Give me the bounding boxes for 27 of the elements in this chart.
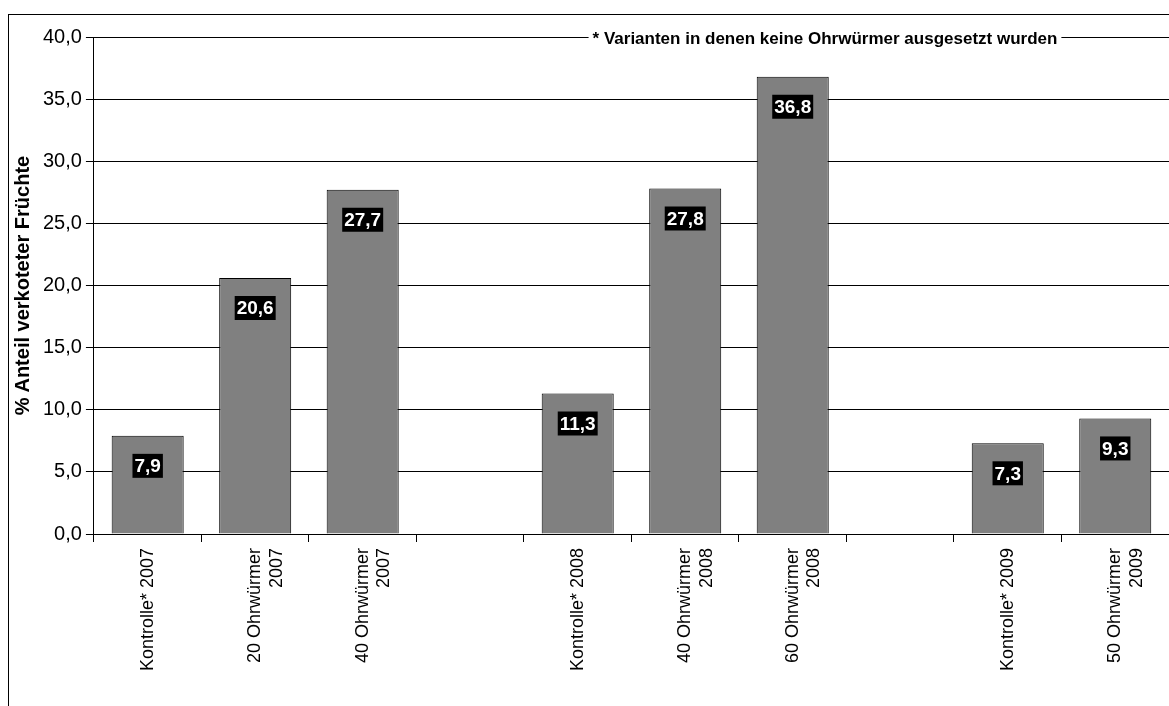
y-axis-title: % Anteil verkoteter Früchte [10, 155, 33, 416]
y-tick-label: 15,0 [42, 335, 82, 358]
x-tick-label: 40 Ohrwürmer 2007 [351, 547, 394, 664]
x-tick-label: Kontrolle* 2008 [566, 548, 587, 672]
y-tick-label: 20,0 [42, 273, 82, 296]
x-tick-label: 50 Ohrwürmer 2009 [1104, 547, 1146, 664]
x-tick-label: 40 Ohrwürmer 2008 [674, 547, 716, 664]
data-label: 11,3 [559, 412, 596, 434]
annotation: * Varianten in denen keine Ohrwürmer ausgesetzt wurden [592, 28, 1058, 48]
data-label: 27,7 [344, 209, 382, 231]
x-tick-label: 20 Ohrwürmer 2007 [244, 547, 286, 664]
y-tick-label: 5,0 [54, 459, 82, 482]
data-label: 9,3 [1102, 437, 1129, 459]
data-label: 20,6 [236, 297, 274, 319]
y-tick-label: 0,0 [54, 521, 82, 544]
x-tick-label: Kontrolle* 2007 [136, 548, 157, 672]
data-label: 7,3 [994, 462, 1021, 484]
y-tick-label: 35,0 [42, 86, 82, 109]
x-tick-label: 60 Ohrwürmer 2008 [781, 547, 824, 664]
x-tick-label: Kontrolle* 2009 [996, 548, 1017, 672]
data-label: 27,8 [666, 207, 704, 229]
y-tick-label: 25,0 [42, 210, 82, 233]
y-tick-label: 40,0 [42, 24, 82, 47]
y-tick-label: 10,0 [42, 397, 82, 420]
y-tick-label: 30,0 [42, 148, 82, 171]
data-label: 36,8 [774, 95, 812, 117]
data-label: 7,9 [134, 455, 161, 477]
